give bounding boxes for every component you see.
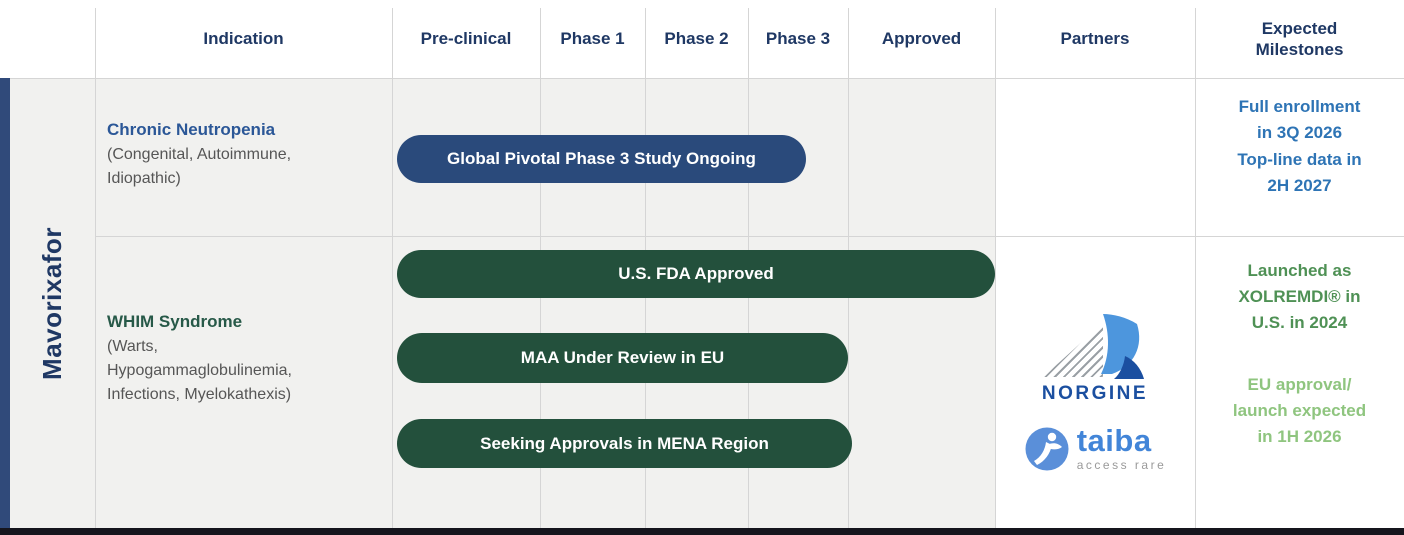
- column-header-phase2: Phase 2: [664, 29, 729, 49]
- column-header-phase3: Phase 3: [765, 29, 831, 49]
- column-header-expected-milestones-label: Expected Milestones: [1255, 18, 1344, 59]
- indication-title: Chronic Neutropenia: [107, 120, 276, 139]
- grid-line-horizontal: [95, 236, 1404, 237]
- status-pill-mena: Seeking Approvals in MENA Region: [397, 419, 852, 468]
- product-label: Mavorixafor: [37, 226, 68, 380]
- indication-block-whim-syndrome: WHIM Syndrome (Warts, Hypogammaglobuline…: [107, 312, 392, 407]
- product-label-container: Mavorixafor: [10, 78, 95, 528]
- milestone-launched-xolremdi: Launched as XOLREMDI® in U.S. in 2024: [1238, 261, 1361, 332]
- column-header-approved: Approved: [881, 29, 962, 49]
- taiba-tagline: access rare: [1076, 458, 1167, 472]
- column-header-phase1: Phase 1: [560, 29, 625, 49]
- indication-subtitle: (Congenital, Autoimmune, Idiopathic): [107, 146, 292, 187]
- status-pill-fda-approved: U.S. FDA Approved: [397, 250, 995, 298]
- bottom-accent-bar: [0, 528, 1404, 535]
- norgine-sail-shape: [1101, 314, 1144, 379]
- norgine-sail-icon: [1041, 314, 1149, 380]
- norgine-hatch-triangle: [1043, 323, 1103, 377]
- status-pill-maa-eu: MAA Under Review in EU: [397, 333, 848, 383]
- grid-line-vertical: [995, 8, 996, 528]
- column-header-expected-milestones: Expected Milestones: [1195, 0, 1404, 78]
- column-header-preclinical: Pre-clinical: [420, 29, 512, 49]
- taiba-wordmark: taiba: [1076, 423, 1152, 458]
- indication-block-chronic-neutropenia: Chronic Neutropenia (Congenital, Autoimm…: [107, 120, 392, 191]
- taiba-text-block: taiba access rare: [1076, 423, 1167, 472]
- milestone-full-enrollment: Full enrollment in 3Q 2026: [1238, 97, 1361, 142]
- milestone-eu-approval: EU approval/ launch expected in 1H 2026: [1232, 375, 1367, 446]
- norgine-logo: NORGINE: [995, 314, 1195, 405]
- status-pill-phase3-ongoing: Global Pivotal Phase 3 Study Ongoing: [397, 135, 806, 183]
- grid-line-horizontal: [10, 78, 1404, 79]
- indication-title: WHIM Syndrome: [107, 312, 243, 331]
- grid-line-vertical: [392, 8, 393, 528]
- taiba-logo: taiba access rare: [995, 423, 1195, 472]
- column-header-indication: Indication: [203, 29, 284, 49]
- product-accent-bar: [0, 78, 10, 528]
- grid-line-vertical: [1195, 8, 1196, 528]
- grid-line-vertical: [95, 8, 96, 528]
- indication-subtitle: (Warts, Hypogammaglobulinemia, Infection…: [107, 338, 292, 403]
- norgine-wordmark: NORGINE: [1041, 383, 1149, 404]
- taiba-mark-icon: [1025, 427, 1069, 471]
- milestone-topline-data: Top-line data in 2H 2027: [1237, 150, 1362, 195]
- column-header-partners: Partners: [1060, 29, 1130, 49]
